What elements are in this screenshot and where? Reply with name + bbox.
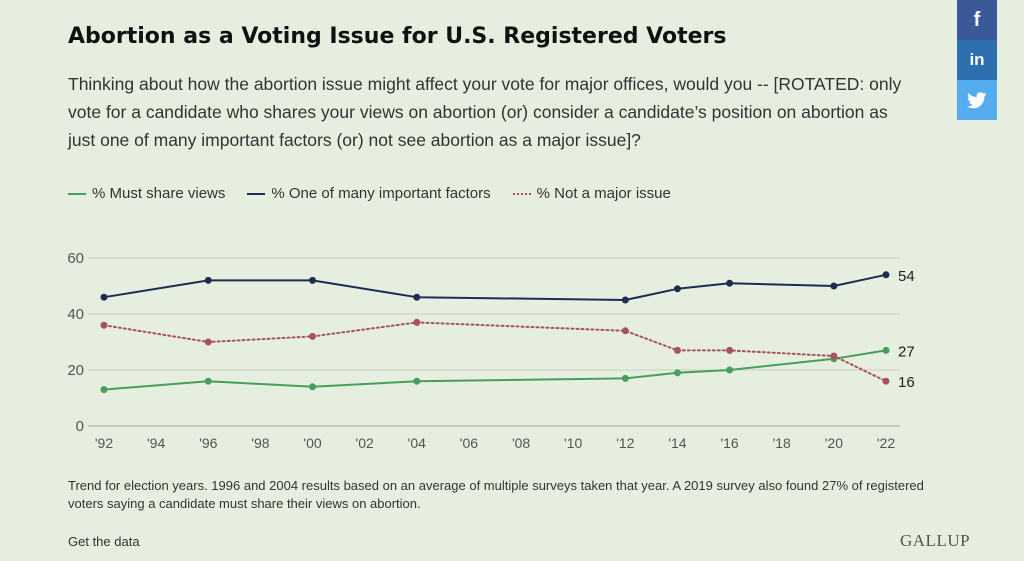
x-tick-label: '12 — [616, 435, 634, 451]
end-label-must-share: 27 — [898, 343, 915, 360]
twitter-icon — [967, 91, 987, 108]
legend-swatch-not-major — [512, 192, 531, 195]
data-point-must-share — [100, 386, 108, 394]
x-tick-label: '10 — [564, 435, 582, 451]
x-tick-label: '92 — [95, 435, 113, 451]
legend-swatch-one-of-many — [247, 192, 266, 195]
data-point-not-major — [882, 377, 890, 385]
data-point-must-share — [673, 369, 681, 377]
y-tick-label: 20 — [67, 362, 84, 379]
legend-label-one-of-many: % One of many important factors — [271, 185, 491, 202]
data-point-must-share — [726, 366, 734, 374]
data-point-one-of-many — [673, 285, 681, 293]
linkedin-icon: in — [969, 50, 985, 69]
data-point-one-of-many — [621, 296, 629, 304]
data-point-must-share — [413, 377, 421, 385]
data-point-one-of-many — [413, 293, 421, 301]
twitter-share-button[interactable] — [957, 80, 997, 120]
facebook-icon: f — [973, 8, 981, 31]
x-tick-label: '02 — [356, 435, 374, 451]
x-tick-label: '22 — [877, 435, 895, 451]
end-label-not-major: 16 — [898, 374, 915, 391]
facebook-share-button[interactable]: f — [957, 0, 997, 40]
x-tick-label: '04 — [408, 435, 426, 451]
footnote: Trend for election years. 1996 and 2004 … — [68, 478, 924, 511]
x-tick-label: '16 — [720, 435, 738, 451]
x-tick-label: '18 — [773, 435, 791, 451]
data-point-not-major — [204, 338, 212, 346]
data-point-one-of-many — [204, 276, 212, 284]
data-point-not-major — [621, 327, 629, 335]
legend-item-one-of-many: % One of many important factors — [247, 185, 491, 202]
data-point-one-of-many — [726, 279, 734, 287]
legend-item-must-share: % Must share views — [68, 185, 225, 202]
get-data-link[interactable]: Get the data — [68, 534, 140, 549]
x-tick-label: '14 — [668, 435, 686, 451]
gallup-logo: GALLUP — [900, 531, 971, 550]
chart-subtitle: Thinking about how the abortion issue mi… — [68, 74, 902, 150]
data-point-one-of-many — [309, 276, 317, 284]
data-point-must-share — [882, 346, 890, 354]
y-tick-label: 40 — [67, 306, 84, 323]
series-line-not-major — [103, 321, 887, 383]
x-tick-label: '08 — [512, 435, 530, 451]
data-point-must-share — [204, 377, 212, 385]
data-point-one-of-many — [882, 271, 890, 279]
x-tick-label: '20 — [825, 435, 843, 451]
data-point-must-share — [621, 374, 629, 382]
x-tick-label: '06 — [460, 435, 478, 451]
x-tick-label: '00 — [303, 435, 321, 451]
x-tick-label: '98 — [251, 435, 269, 451]
legend-item-not-major: % Not a major issue — [512, 185, 671, 202]
legend-label-not-major: % Not a major issue — [536, 185, 671, 202]
data-point-one-of-many — [830, 282, 838, 290]
chart-title: Abortion as a Voting Issue for U.S. Regi… — [68, 24, 727, 49]
x-tick-label: '96 — [199, 435, 217, 451]
y-tick-label: 60 — [67, 250, 84, 267]
legend-swatch-must-share — [68, 192, 86, 195]
series-line-one-of-many — [103, 273, 887, 301]
data-point-not-major — [413, 318, 421, 326]
end-label-one-of-many: 54 — [898, 268, 915, 285]
data-point-must-share — [309, 383, 317, 391]
data-point-not-major — [100, 321, 108, 329]
chart-legend: % Must share views % One of many importa… — [68, 185, 693, 202]
data-point-not-major — [726, 346, 734, 354]
data-point-not-major — [830, 352, 838, 360]
x-tick-label: '94 — [147, 435, 165, 451]
y-tick-label: 0 — [76, 418, 84, 435]
data-point-one-of-many — [100, 293, 108, 301]
data-point-not-major — [673, 346, 681, 354]
legend-label-must-share: % Must share views — [92, 185, 226, 202]
data-point-not-major — [309, 332, 317, 340]
linkedin-share-button[interactable]: in — [957, 40, 997, 80]
line-chart: 0 20 40 60 '92 '94 '96 '98 '00 '02 '04 '06 '08 '10 '12… — [67, 250, 915, 451]
